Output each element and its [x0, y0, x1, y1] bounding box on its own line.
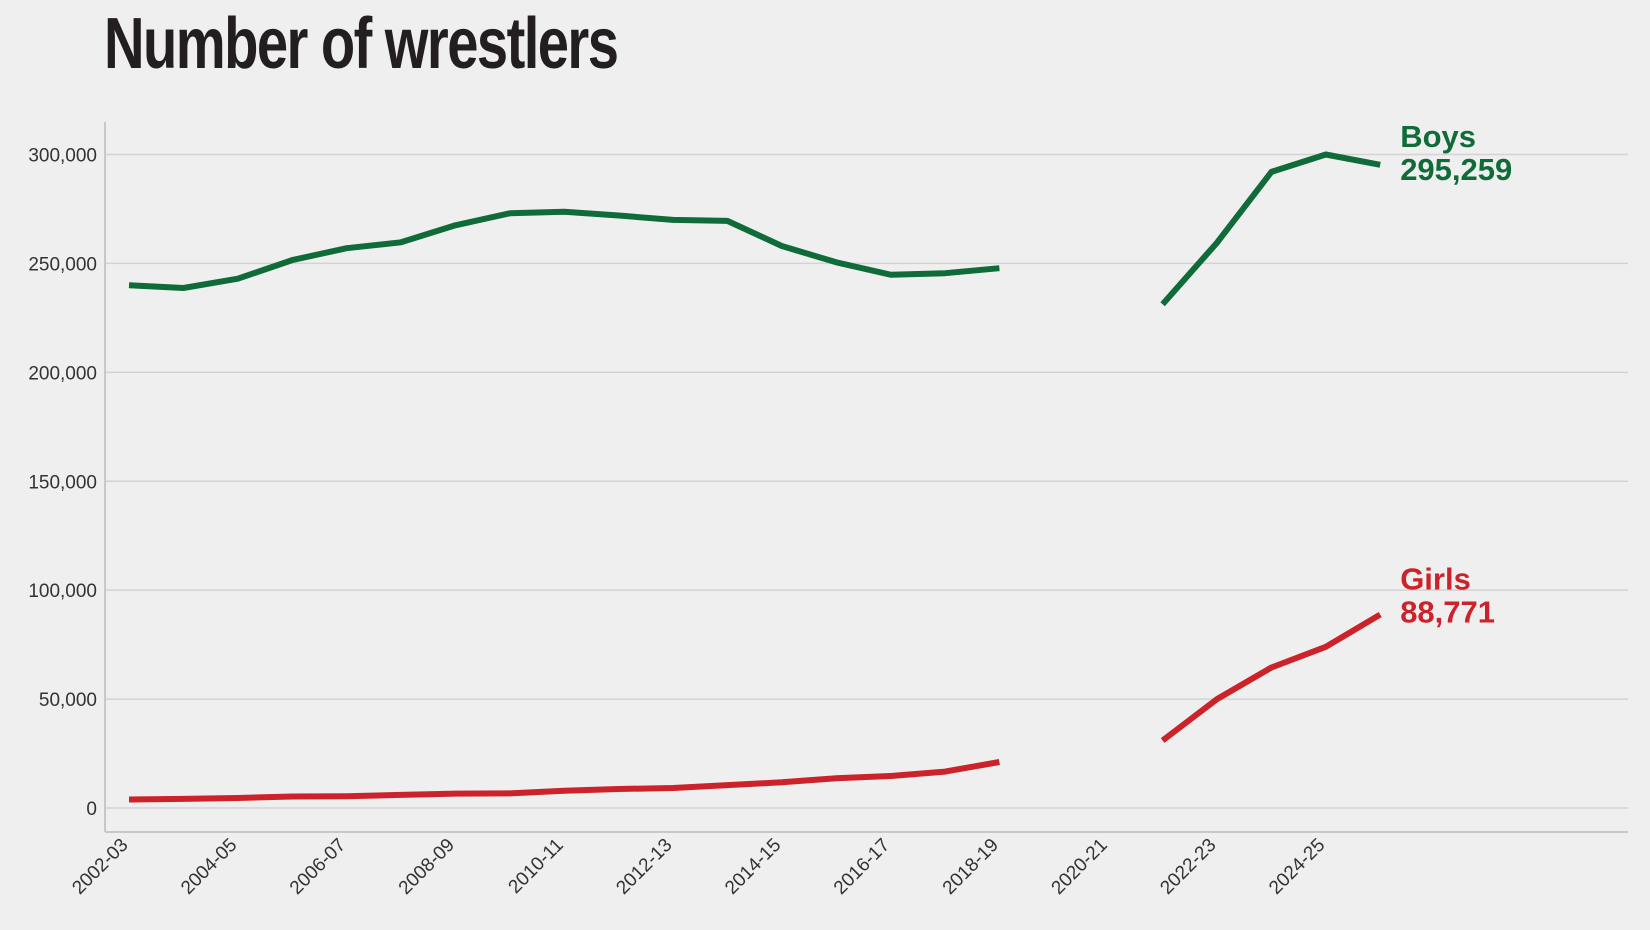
- x-tick-label: 2008-09: [395, 835, 459, 899]
- x-tick-label: 2012-13: [612, 835, 676, 899]
- y-tick-label: 0: [86, 799, 97, 820]
- series-line-boys: [128, 208, 1000, 291]
- y-tick-label: 150,000: [28, 472, 97, 493]
- series-name-label: Boys: [1400, 119, 1476, 154]
- x-tick-label: 2010-11: [505, 835, 568, 898]
- x-axis-ticks: 2002-03 2004-05 2006-07 2008-09 2010-11 2012-…: [68, 835, 1329, 899]
- series-value-label: 295,259: [1400, 152, 1512, 187]
- y-tick-label: 50,000: [39, 690, 97, 711]
- series-line-girls: [128, 759, 1000, 803]
- x-tick-label: 2006-07: [286, 835, 350, 899]
- y-tick-label: 300,000: [28, 146, 97, 167]
- chart-title: Number of wrestlers: [104, 4, 619, 84]
- axes: [104, 122, 1628, 833]
- x-tick-label: 2024-25: [1265, 835, 1329, 899]
- y-tick-label: 250,000: [28, 254, 97, 275]
- x-tick-label: 2014-15: [721, 835, 785, 899]
- series-name-label: Girls: [1400, 562, 1471, 597]
- y-tick-label: 200,000: [28, 363, 97, 384]
- series-lines: [128, 151, 1382, 803]
- x-tick-label: 2018-19: [939, 835, 1003, 899]
- x-tick-label: 2016-17: [830, 835, 894, 899]
- series-line-boys: [1160, 151, 1381, 307]
- series-line-girls: [1160, 612, 1382, 743]
- series-value-label: 88,771: [1400, 595, 1495, 630]
- y-tick-label: 100,000: [28, 581, 97, 602]
- grid-lines: [105, 153, 1628, 809]
- x-tick-label: 2002-03: [68, 835, 132, 899]
- x-tick-label: 2004-05: [177, 835, 241, 899]
- y-axis-ticks: 0 50,000 100,000 150,000 200,000 250,000 300,0…: [28, 146, 97, 821]
- x-tick-label: 2022-23: [1156, 835, 1220, 899]
- x-tick-label: 2020-21: [1048, 835, 1112, 899]
